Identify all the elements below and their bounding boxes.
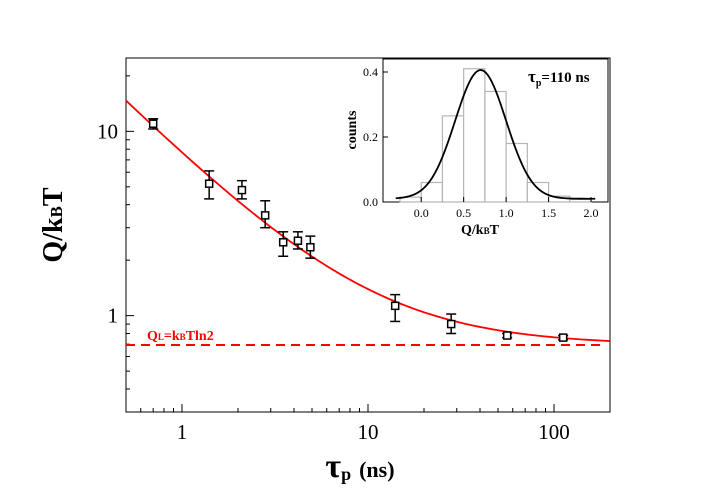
data-point xyxy=(260,211,270,220)
gaussian-fit-curve xyxy=(395,69,596,200)
histogram-bar xyxy=(484,90,507,203)
y-tick-label: 10 xyxy=(97,119,118,143)
data-point xyxy=(278,238,288,247)
inset-tau-sub: p xyxy=(536,78,542,89)
main-data-marks xyxy=(125,99,611,346)
inset-x-axis-label: Q/kBT xyxy=(461,223,500,238)
inset-y-tick-label: 0.4 xyxy=(363,65,378,79)
inset-x-label-main: Q/k xyxy=(461,223,484,238)
inset-y-tick-label: 0.2 xyxy=(363,130,378,144)
main-axis-ticks: 1 10 100 1 10 xyxy=(97,75,611,444)
histogram-bar xyxy=(526,181,550,203)
data-point xyxy=(204,179,214,188)
data-point xyxy=(293,236,303,245)
x-tick-label: 100 xyxy=(538,420,570,444)
x-axis-label-sub: p xyxy=(341,464,351,484)
inset-x-tick-label: 0.0 xyxy=(414,206,429,220)
inset-x-label-sub: B xyxy=(484,226,490,236)
y-axis-label: Q/kBT xyxy=(38,187,69,262)
inset-y-axis-label: counts xyxy=(345,110,360,149)
landauer-eq: =k xyxy=(164,329,180,344)
histogram-bar xyxy=(420,181,444,203)
landauer-q: Q xyxy=(147,329,158,344)
inset-x-tick-label: 2.0 xyxy=(584,206,599,220)
x-tick-label: 1 xyxy=(177,420,188,444)
x-axis-label: τp (ns) xyxy=(325,448,394,485)
fit-curve xyxy=(125,99,611,342)
inset-x-tick-label: 0.5 xyxy=(456,206,471,220)
histogram-bar xyxy=(505,142,528,203)
landauer-b: B xyxy=(180,332,186,342)
data-point xyxy=(306,242,315,252)
inset-axis-ticks: 0.0 0.5 1.0 1.5 2.0 0.0 0.2 0.4 xyxy=(363,65,599,220)
data-point xyxy=(558,333,568,342)
data-point xyxy=(390,301,400,311)
y-tick-label: 1 xyxy=(108,304,119,328)
data-point xyxy=(446,319,456,329)
histogram-bar xyxy=(569,198,592,203)
landauer-l: L xyxy=(158,332,164,342)
landauer-tln2: Tln2 xyxy=(186,329,214,344)
inset-tau-tail: =110 ns xyxy=(541,70,589,86)
data-point xyxy=(237,185,247,195)
inset-y-tick-label: 0.0 xyxy=(363,195,378,209)
data-point xyxy=(502,331,512,340)
inset-tau-symbol: τ xyxy=(528,67,536,86)
inset-x-tick-label: 1.5 xyxy=(541,206,556,220)
inset-tau-label: τp=110 ns xyxy=(528,67,590,89)
inset-curve-group xyxy=(395,69,596,200)
inset-x-label-tail: T xyxy=(490,223,500,238)
inset-x-tick-label: 1.0 xyxy=(499,206,514,220)
data-point xyxy=(148,119,158,128)
y-axis-label-main: Q/k xyxy=(38,217,69,263)
x-axis-label-unit: (ns) xyxy=(359,457,394,482)
y-axis-label-sub: B xyxy=(47,206,66,217)
x-tick-label: 10 xyxy=(358,420,379,444)
y-axis-label-tail: T xyxy=(38,187,69,206)
landauer-annotation: QL=kBTln2 xyxy=(147,329,214,344)
x-axis-label-symbol: τ xyxy=(325,448,341,485)
